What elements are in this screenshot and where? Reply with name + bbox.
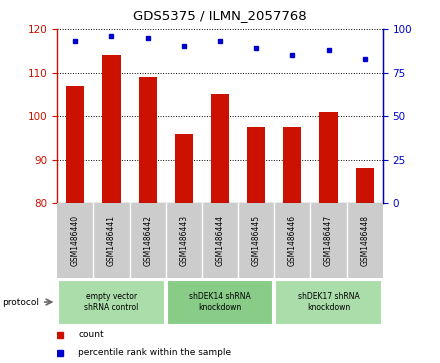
Bar (139, 77, 157, 203)
Text: empty vector
shRNA control: empty vector shRNA control (84, 293, 139, 312)
Text: GSM1486446: GSM1486446 (288, 215, 297, 266)
FancyBboxPatch shape (167, 280, 273, 325)
Bar (211, 94, 229, 203)
Text: protocol: protocol (2, 298, 39, 306)
Text: GSM1486447: GSM1486447 (324, 215, 333, 266)
FancyBboxPatch shape (275, 280, 382, 325)
Text: GDS5375 / ILMN_2057768: GDS5375 / ILMN_2057768 (133, 9, 307, 22)
Text: GSM1486443: GSM1486443 (180, 215, 188, 266)
Text: percentile rank within the sample: percentile rank within the sample (78, 348, 231, 357)
Text: GSM1486442: GSM1486442 (143, 215, 152, 266)
Text: count: count (78, 330, 104, 339)
Text: GSM1486441: GSM1486441 (107, 215, 116, 266)
Text: shDEK17 shRNA
knockdown: shDEK17 shRNA knockdown (297, 293, 359, 312)
Bar (66, 86, 84, 203)
Text: GSM1486448: GSM1486448 (360, 215, 369, 266)
Text: GSM1486444: GSM1486444 (216, 215, 224, 266)
Bar (175, 134, 193, 203)
Text: GSM1486440: GSM1486440 (71, 215, 80, 266)
Text: GSM1486445: GSM1486445 (252, 215, 260, 266)
Bar (247, 127, 265, 203)
Bar (103, 55, 121, 203)
Text: shDEK14 shRNA
knockdown: shDEK14 shRNA knockdown (189, 293, 251, 312)
FancyBboxPatch shape (58, 280, 165, 325)
Bar (319, 112, 337, 203)
Bar (283, 127, 301, 203)
Bar (356, 168, 374, 203)
